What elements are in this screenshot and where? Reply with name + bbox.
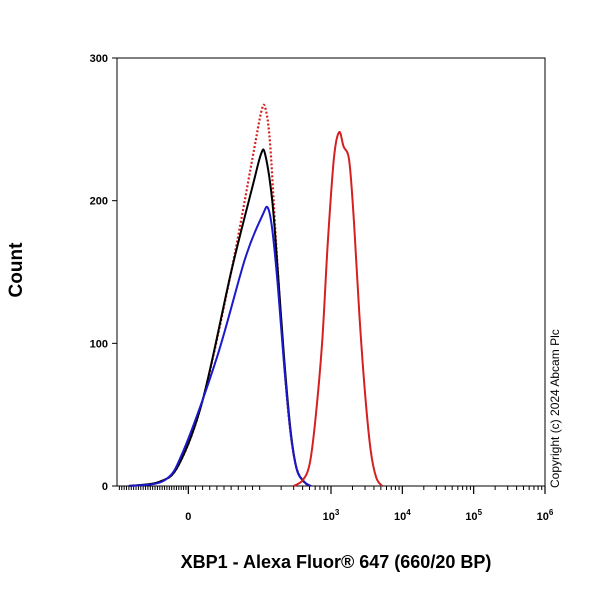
series-line-3	[128, 205, 312, 487]
series-line-2	[128, 148, 312, 487]
y-axis-label: Count	[6, 242, 27, 298]
y-tick-label: 200	[90, 196, 108, 208]
y-tick-label: 100	[90, 338, 108, 350]
x-tick-label: 106	[537, 508, 554, 523]
x-tick-label: 104	[394, 508, 411, 523]
copyright-text: Copyright (c) 2024 Abcam Plc	[548, 329, 562, 488]
series-line-1	[128, 103, 311, 488]
y-tick-label: 0	[102, 481, 108, 493]
y-tick-label: 300	[90, 53, 108, 65]
x-axis-label: XBP1 - Alexa Fluor® 647 (660/20 BP)	[180, 552, 492, 572]
x-tick-label: 105	[465, 508, 482, 523]
plot-frame	[116, 57, 546, 487]
x-tick-label: 103	[323, 508, 340, 523]
x-tick-label: 0	[185, 511, 191, 523]
series-line-4	[293, 131, 383, 487]
